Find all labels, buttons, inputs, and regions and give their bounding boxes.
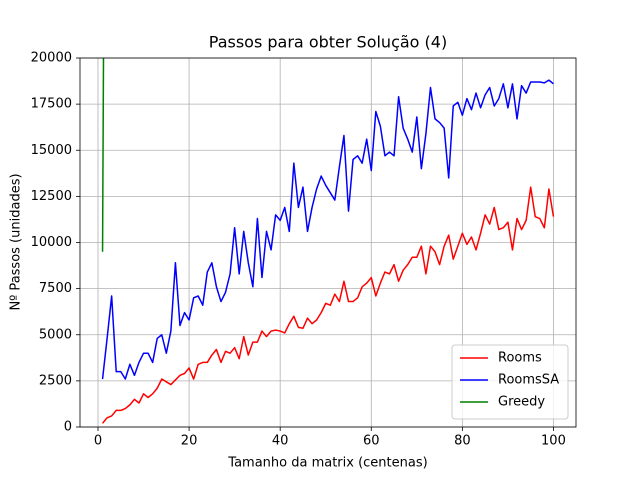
y-tick-label: 17500 xyxy=(31,97,72,112)
series-line xyxy=(101,58,105,252)
legend-label: RoomsSA xyxy=(498,373,559,388)
x-tick-label: 0 xyxy=(94,434,102,449)
ticks: 0 20 40 60 80 100 0 2500 5000 7500 10000 12500 15000… xyxy=(31,51,566,449)
legend-label: Rooms xyxy=(498,351,542,366)
y-axis-label: Nº Passos (unidades) xyxy=(9,173,24,310)
y-tick-label: 5000 xyxy=(39,327,72,342)
y-tick-label: 12500 xyxy=(31,189,72,204)
y-tick-label: 10000 xyxy=(31,235,72,250)
y-tick-label: 0 xyxy=(64,420,72,435)
legend-box xyxy=(451,344,569,420)
x-tick-label: 20 xyxy=(181,434,198,449)
chart-title: Passos para obter Solução (4) xyxy=(209,33,447,52)
x-axis-label: Tamanho da matrix (centenas) xyxy=(227,456,427,471)
plot-area xyxy=(101,58,555,424)
series-line xyxy=(101,79,554,380)
y-tick-label: 20000 xyxy=(31,51,72,66)
series-line xyxy=(101,186,555,424)
y-tick-label: 7500 xyxy=(39,281,72,296)
y-tick-label: 2500 xyxy=(39,373,72,388)
x-tick-label: 60 xyxy=(363,434,380,449)
x-tick-label: 100 xyxy=(541,434,566,449)
y-tick-label: 15000 xyxy=(31,143,72,158)
x-tick-label: 80 xyxy=(454,434,471,449)
legend: Rooms RoomsSA Greedy xyxy=(451,344,569,420)
legend-label: Greedy xyxy=(498,395,545,410)
x-tick-label: 40 xyxy=(272,434,289,449)
